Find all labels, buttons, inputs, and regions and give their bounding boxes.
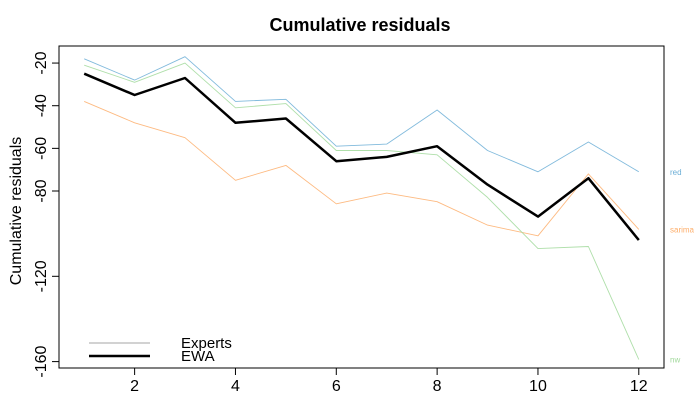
x-tick-label: 6	[332, 378, 341, 395]
series-end-label-sarima: sarima	[670, 225, 695, 234]
series-line-ewa	[83, 72, 640, 241]
series-layer	[83, 56, 640, 360]
x-tick-label: 8	[433, 378, 442, 395]
x-axis: 2 4 6 8 10 12	[130, 368, 648, 395]
series-line-red	[84, 56, 640, 173]
y-axis: -20 -40 -60 -80 -120 -160	[33, 51, 59, 378]
y-tick-label: -40	[33, 94, 50, 117]
chart-title: Cumulative residuals	[269, 15, 450, 35]
legend-experts-label: Experts	[181, 335, 232, 352]
x-tick-label: 4	[231, 378, 240, 395]
y-tick-label: -160	[33, 345, 50, 377]
y-tick-label: -60	[33, 137, 50, 160]
series-end-label-nw: nw	[670, 355, 680, 364]
series-line-sarima	[84, 100, 640, 237]
series-end-labels: red sarima nw	[670, 168, 695, 365]
series-end-label-red: red	[670, 168, 682, 177]
x-tick-label: 12	[630, 378, 648, 395]
y-tick-label: -120	[33, 260, 50, 292]
y-axis-label: Cumulative residuals	[8, 137, 25, 286]
x-tick-label: 2	[130, 378, 139, 395]
plot-frame	[58, 45, 665, 369]
legend-ewa-label: EWA	[181, 348, 215, 365]
y-tick-label: -80	[33, 179, 50, 202]
series-line-nw	[84, 62, 640, 360]
x-tick-label: 10	[529, 378, 547, 395]
y-tick-label: -20	[33, 51, 50, 74]
